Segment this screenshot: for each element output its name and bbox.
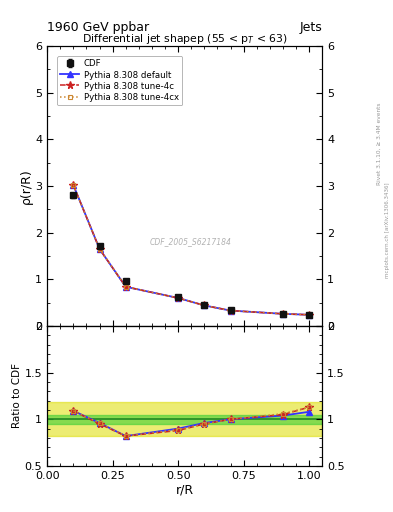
Text: Rivet 3.1.10, ≥ 3.4M events: Rivet 3.1.10, ≥ 3.4M events (377, 102, 382, 185)
Bar (47, 415, 322, 424)
Title: Differential jet shapep (55 < p$_T$ < 63): Differential jet shapep (55 < p$_T$ < 63… (82, 32, 288, 46)
Text: 1960 GeV ppbar: 1960 GeV ppbar (47, 22, 149, 34)
Y-axis label: ρ(r/R): ρ(r/R) (19, 168, 32, 204)
Text: Jets: Jets (299, 22, 322, 34)
Text: mcplots.cern.ch [arXiv:1306.3436]: mcplots.cern.ch [arXiv:1306.3436] (385, 183, 389, 278)
Y-axis label: Ratio to CDF: Ratio to CDF (12, 364, 22, 429)
Legend: CDF, Pythia 8.308 default, Pythia 8.308 tune-4c, Pythia 8.308 tune-4cx: CDF, Pythia 8.308 default, Pythia 8.308 … (57, 56, 182, 105)
Text: CDF_2005_S6217184: CDF_2005_S6217184 (149, 238, 231, 246)
Bar (47, 402, 322, 436)
X-axis label: r/R: r/R (176, 483, 194, 497)
